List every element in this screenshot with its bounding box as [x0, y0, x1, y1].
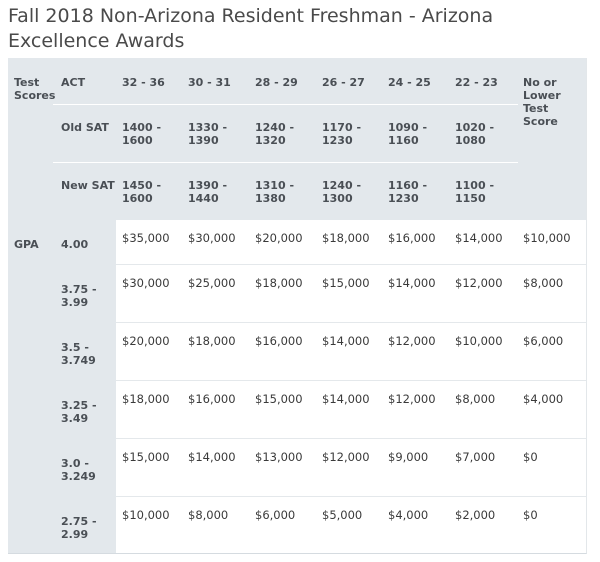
table-header-background	[8, 58, 586, 220]
award-amount: $8,000	[188, 508, 229, 522]
award-amount: $8,000	[455, 392, 496, 406]
gpa-range: 4.00	[61, 238, 89, 251]
award-amount: $10,000	[455, 334, 503, 348]
old-sat-label: Old SAT	[61, 121, 109, 134]
gpa-range: 3.75 - 3.99	[61, 283, 97, 309]
award-amount: $12,000	[388, 392, 436, 406]
act-range: 30 - 31	[188, 76, 231, 89]
header-divider	[53, 162, 518, 163]
award-amount: $16,000	[255, 334, 303, 348]
gpa-label: GPA	[14, 238, 39, 251]
new-sat-range: 1390 - 1440	[188, 179, 228, 205]
award-amount: $6,000	[523, 334, 564, 348]
award-amount: $12,000	[455, 276, 503, 290]
old-sat-range: 1240 - 1320	[255, 121, 295, 147]
act-range: 22 - 23	[455, 76, 498, 89]
award-amount: $9,000	[388, 450, 429, 464]
award-amount: $8,000	[523, 276, 564, 290]
award-amount: $16,000	[388, 231, 436, 245]
gpa-range: 3.25 - 3.49	[61, 399, 97, 425]
old-sat-range: 1330 - 1390	[188, 121, 228, 147]
award-amount: $7,000	[455, 450, 496, 464]
row-divider	[116, 380, 586, 381]
act-range: 24 - 25	[388, 76, 431, 89]
gpa-range: 3.5 - 3.749	[61, 341, 96, 367]
no-test-score-header: No or Lower Test Score	[523, 76, 561, 128]
award-amount: $5,000	[322, 508, 363, 522]
row-divider	[116, 322, 586, 323]
test-scores-label: Test Scores	[14, 76, 56, 102]
act-range: 32 - 36	[122, 76, 165, 89]
award-amount: $6,000	[255, 508, 296, 522]
award-amount: $2,000	[455, 508, 496, 522]
table-gpa-column-background	[8, 220, 116, 553]
award-amount: $15,000	[122, 450, 170, 464]
new-sat-range: 1100 - 1150	[455, 179, 495, 205]
award-amount: $25,000	[188, 276, 236, 290]
award-amount: $12,000	[388, 334, 436, 348]
new-sat-range: 1240 - 1300	[322, 179, 362, 205]
new-sat-range: 1160 - 1230	[388, 179, 428, 205]
award-amount: $18,000	[322, 231, 370, 245]
award-amount: $18,000	[255, 276, 303, 290]
award-amount: $0	[523, 450, 538, 464]
award-amount: $14,000	[388, 276, 436, 290]
gpa-range: 3.0 - 3.249	[61, 457, 96, 483]
old-sat-range: 1400 - 1600	[122, 121, 162, 147]
page-title: Fall 2018 Non-Arizona Resident Freshman …	[8, 5, 494, 52]
award-amount: $18,000	[188, 334, 236, 348]
act-range: 26 - 27	[322, 76, 365, 89]
new-sat-label: New SAT	[61, 179, 115, 192]
row-divider	[116, 264, 586, 265]
header-divider	[53, 104, 518, 105]
row-divider	[116, 438, 586, 439]
award-amount: $16,000	[188, 392, 236, 406]
award-amount: $14,000	[455, 231, 503, 245]
award-amount: $14,000	[322, 392, 370, 406]
award-amount: $35,000	[122, 231, 170, 245]
award-amount: $14,000	[322, 334, 370, 348]
award-amount: $13,000	[255, 450, 303, 464]
award-amount: $0	[523, 508, 538, 522]
act-range: 28 - 29	[255, 76, 298, 89]
award-amount: $15,000	[322, 276, 370, 290]
award-amount: $12,000	[322, 450, 370, 464]
award-amount: $4,000	[388, 508, 429, 522]
old-sat-range: 1020 - 1080	[455, 121, 495, 147]
awards-table: Test Scores GPA No or Lower Test Score A…	[8, 58, 587, 554]
award-amount: $14,000	[188, 450, 236, 464]
row-divider	[116, 496, 586, 497]
award-amount: $18,000	[122, 392, 170, 406]
award-amount: $10,000	[523, 231, 571, 245]
new-sat-range: 1450 - 1600	[122, 179, 162, 205]
award-amount: $4,000	[523, 392, 564, 406]
award-amount: $30,000	[188, 231, 236, 245]
gpa-range: 2.75 - 2.99	[61, 515, 97, 541]
award-amount: $20,000	[255, 231, 303, 245]
act-label: ACT	[61, 76, 86, 89]
new-sat-range: 1310 - 1380	[255, 179, 295, 205]
award-amount: $30,000	[122, 276, 170, 290]
award-amount: $15,000	[255, 392, 303, 406]
award-amount: $20,000	[122, 334, 170, 348]
award-amount: $10,000	[122, 508, 170, 522]
old-sat-range: 1170 - 1230	[322, 121, 362, 147]
old-sat-range: 1090 - 1160	[388, 121, 428, 147]
